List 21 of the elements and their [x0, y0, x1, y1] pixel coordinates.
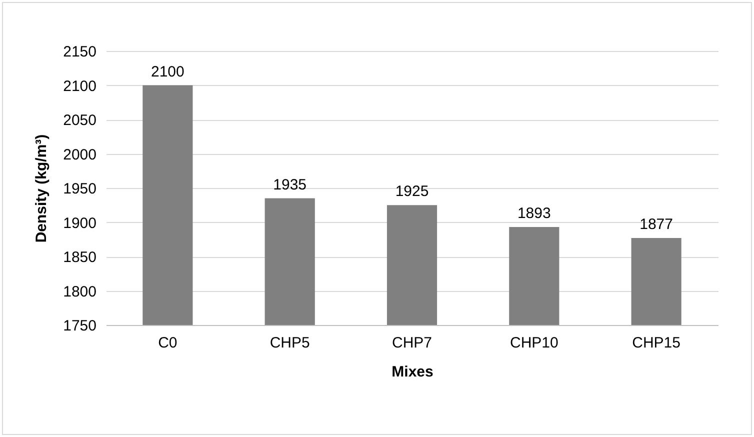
x-tick-label: CHP5: [270, 334, 310, 352]
y-tick-label: 1850: [63, 249, 96, 266]
y-tick-label: 1950: [63, 180, 96, 198]
data-label: 1925: [395, 183, 429, 200]
y-axis-title: Density (kg/m³): [33, 134, 50, 243]
y-tick-label: 2000: [63, 146, 96, 164]
x-tick-label: C0: [158, 334, 178, 352]
data-label: 1935: [273, 176, 307, 194]
data-label: 1877: [640, 216, 673, 234]
y-tick-label: 2150: [63, 44, 96, 60]
y-tick-label: 1750: [63, 318, 96, 334]
y-tick-label: 1800: [63, 283, 96, 300]
y-tick-label: 2050: [63, 112, 96, 129]
data-label: 2100: [151, 63, 184, 80]
x-tick-label: CHP7: [392, 334, 432, 352]
y-tick-label: 2100: [63, 78, 96, 95]
x-tick-label: CHP10: [510, 334, 558, 352]
y-tick-label: 1900: [63, 214, 96, 232]
x-axis-title: Mixes: [392, 364, 434, 380]
data-label: 1893: [517, 205, 551, 222]
x-tick-label: CHP15: [632, 334, 680, 352]
